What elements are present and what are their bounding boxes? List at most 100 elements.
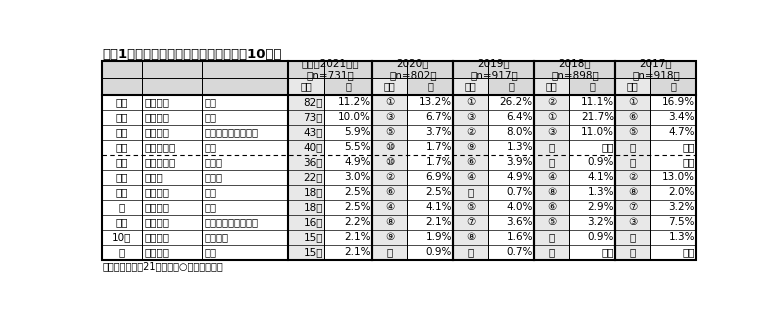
Text: ⑩: ⑩ [385,157,394,167]
Text: ⑤: ⑤ [385,127,394,137]
Text: 6.4%: 6.4% [506,112,533,122]
Text: ③: ③ [466,112,475,122]
Text: 2.5%: 2.5% [344,202,371,212]
Text: 野球: 野球 [205,97,217,107]
Text: 2.0%: 2.0% [668,187,695,197]
Text: 3.2%: 3.2% [587,217,614,227]
Text: 順位: 順位 [384,81,396,91]
Text: 15人: 15人 [304,247,323,257]
Text: －: － [629,142,636,152]
Text: 野球: 野球 [205,202,217,212]
Text: 1.3%: 1.3% [668,232,695,242]
Text: 11.2%: 11.2% [337,97,371,107]
Text: 1.7%: 1.7% [425,142,452,152]
Text: ⑬: ⑬ [629,232,636,242]
Bar [102,61,696,260]
Text: 0.9%: 0.9% [587,157,614,167]
Text: ５位: ５位 [115,157,129,167]
Text: ⑦: ⑦ [628,202,637,212]
Text: 40人: 40人 [304,142,323,152]
Text: 0.9%: 0.9% [425,247,452,257]
Text: ①: ① [385,97,394,107]
Text: 26.2%: 26.2% [499,97,533,107]
Text: 6.9%: 6.9% [425,172,452,182]
Text: 2.5%: 2.5% [425,187,452,197]
Text: ②: ② [466,127,475,137]
Text: 4.1%: 4.1% [425,202,452,212]
Text: 18人: 18人 [304,187,323,197]
Text: 1.6%: 1.6% [506,232,533,242]
Text: －: － [629,247,636,257]
Text: ⑤: ⑤ [466,202,475,212]
Text: 3.7%: 3.7% [425,127,452,137]
Text: 人数: 人数 [300,81,312,91]
Text: ６位: ６位 [115,172,129,182]
Text: 11.0%: 11.0% [581,127,614,137]
Text: ③: ③ [628,217,637,227]
Text: 0.9%: 0.9% [587,232,614,242]
Text: 22人: 22人 [304,172,323,182]
Bar [102,61,696,95]
Text: テニス: テニス [205,157,223,167]
Text: 順位: 順位 [627,81,639,91]
Text: 3.2%: 3.2% [668,202,695,212]
Text: ②: ② [628,172,637,182]
Bar [453,95,488,260]
Text: （注）－は上位21位以下、○数字は順位。: （注）－は上位21位以下、○数字は順位。 [102,261,223,271]
Text: ⑫: ⑫ [548,157,555,167]
Bar [534,95,569,260]
Text: 5.9%: 5.9% [344,127,371,137]
Text: ７位: ７位 [115,187,129,197]
Text: 3.0%: 3.0% [344,172,371,182]
Text: ④: ④ [547,172,556,182]
Text: ９位: ９位 [115,217,129,227]
Text: 0.7%: 0.7% [506,247,533,257]
Text: ⑧: ⑧ [547,187,556,197]
Text: ⑨: ⑨ [385,232,394,242]
Text: ⑧: ⑧ [628,187,637,197]
Text: －: － [629,157,636,167]
Text: 16.9%: 16.9% [662,97,695,107]
Text: －％: －％ [682,157,695,167]
Text: 4.1%: 4.1% [587,172,614,182]
Text: テニス: テニス [205,172,223,182]
Text: ⑤: ⑤ [628,127,637,137]
Text: 2.1%: 2.1% [425,217,452,227]
Text: ①: ① [466,97,475,107]
Text: ２位: ２位 [115,112,129,122]
Text: 1.3%: 1.3% [587,187,614,197]
Text: ％: ％ [508,81,514,91]
Text: 4.9%: 4.9% [344,157,371,167]
Text: －: － [548,247,555,257]
Text: ②: ② [547,97,556,107]
Text: 大谷翔平: 大谷翔平 [144,112,169,122]
Text: 2018年
（n=898）: 2018年 （n=898） [551,59,599,80]
Text: 16人: 16人 [304,217,323,227]
Bar [372,78,407,95]
Text: 1.7%: 1.7% [425,157,452,167]
Text: ⑥: ⑥ [547,202,556,212]
Text: 〃: 〃 [118,202,125,212]
Text: 43人: 43人 [304,127,323,137]
Text: ③: ③ [547,127,556,137]
Text: 3.4%: 3.4% [668,112,695,122]
Text: 82人: 82人 [304,97,323,107]
Bar [615,78,650,95]
Bar [453,78,488,95]
Text: サッカー: サッカー [205,232,228,242]
Bar [287,78,325,95]
Text: 野球: 野球 [205,112,217,122]
Text: ％: ％ [345,81,351,91]
Bar [372,95,407,260]
Text: －: － [548,142,555,152]
Text: ％: ％ [427,81,433,91]
Text: ⑧: ⑧ [466,232,475,242]
Text: 1.9%: 1.9% [425,232,452,242]
Text: 2.2%: 2.2% [344,217,371,227]
Text: ⑨: ⑨ [466,142,475,152]
Text: 羽生結弦: 羽生結弦 [144,127,169,137]
Text: 図表1　最も好きなスポーツ選手（上位10位）: 図表1 最も好きなスポーツ選手（上位10位） [102,48,281,61]
Text: 6.7%: 6.7% [425,112,452,122]
Text: 1.3%: 1.3% [506,142,533,152]
Text: ③: ③ [385,112,394,122]
